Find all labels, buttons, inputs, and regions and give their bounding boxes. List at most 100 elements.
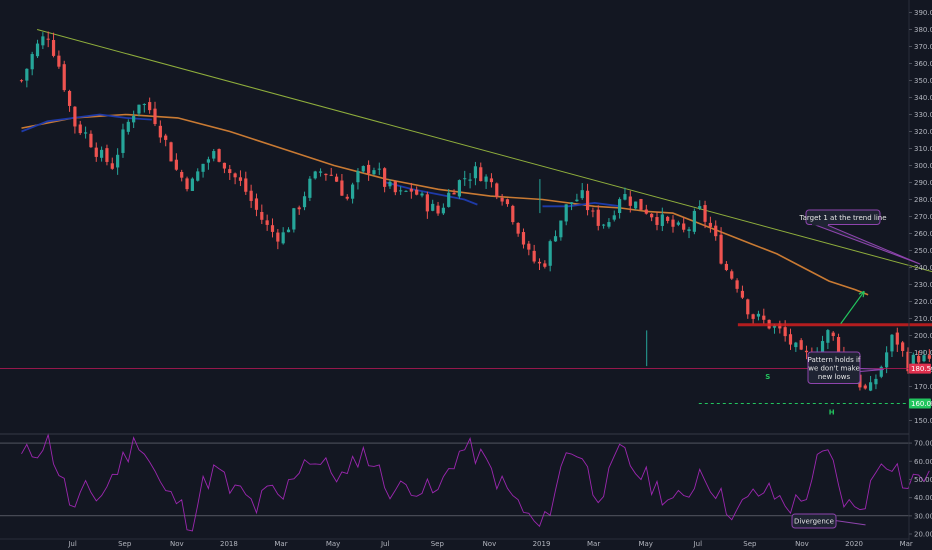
candle-body [94,147,98,157]
candle-body [270,225,275,232]
price-chart-pane[interactable] [0,29,932,404]
candle-body [51,40,56,56]
candle-body [324,173,328,176]
annotation-callout[interactable]: Divergence [791,513,837,529]
candle-body [585,190,590,211]
candle-body [601,224,606,226]
target-arrow[interactable] [840,290,865,324]
candle-body [244,178,248,192]
x-tick-label: Nov [795,540,809,548]
candle-body [281,232,285,244]
candle-body [650,213,654,218]
candle-body [735,280,739,289]
candle-body [639,199,643,210]
callout-joint [812,223,828,226]
candle-body [698,206,702,209]
candle-body [895,332,899,345]
candle-body [489,178,494,183]
candle-body [148,102,152,111]
x-tick-label: Sep [431,540,445,548]
x-tick-label: Nov [483,540,497,548]
x-tick-label: May [326,540,340,548]
y-tick-label: 380.00 [914,26,932,34]
candle-body [185,178,189,190]
candle-body [30,54,34,70]
candle-body [222,162,227,169]
candle-body [580,190,584,199]
candle-body [110,163,114,169]
y-tick-label: 320.00 [914,128,932,136]
callout-text: Target 1 at the trend line [798,214,886,222]
candle-body [548,241,552,266]
candle-body [260,211,264,220]
candle-body [62,64,66,91]
candle-body [201,163,205,172]
candle-body [254,198,259,210]
candle-body [180,171,184,178]
pattern-label: H [829,409,835,417]
candle-body [468,179,472,181]
candle-body [137,104,141,114]
y-tick-label: 240.00 [914,264,932,272]
candle-body [415,189,419,195]
rsi-tick-label: 30.00 [914,512,932,520]
rsi-tick-label: 60.00 [914,458,932,466]
candle-body [836,337,841,353]
candle-body [350,184,355,199]
candle-body [676,222,680,225]
candle-body [831,332,835,337]
candle-body [591,210,595,212]
callout-text: we don't make [808,365,860,373]
candle-body [73,106,77,127]
resistance-zone[interactable] [737,323,932,327]
candle-body [158,125,162,138]
candle-body [447,192,451,207]
candle-body [265,220,269,225]
callout-box [805,209,881,225]
candle-body [511,205,515,223]
candle-body [788,334,793,345]
candle-body [543,263,547,267]
candle-body [57,55,61,67]
candle-body [820,341,825,354]
candle-body [751,314,755,319]
annotation-callout[interactable]: Target 1 at the trend line [798,209,921,265]
callout-text: Pattern holds if [808,356,861,364]
candle-body [671,219,675,227]
candle-body [746,299,750,315]
candle-body [404,190,408,192]
rsi-indicator-pane[interactable] [0,432,930,532]
candle-body [399,190,403,192]
x-tick-label: Sep [743,540,757,548]
candle-body [794,342,798,348]
y-tick-label: 390.00 [914,9,932,17]
candle-body [67,90,72,106]
candle-body [367,164,371,174]
y-tick-label: 300.00 [914,162,932,170]
x-tick-label: May [638,540,652,548]
candle-body [308,178,312,198]
y-tick-label: 150.00 [914,417,932,425]
trend-line[interactable] [36,29,932,282]
y-tick-label: 310.00 [914,145,932,153]
candle-body [532,250,536,262]
candle-body [452,192,456,195]
candle-body [516,222,520,234]
candle-body [505,199,510,205]
x-tick-label: 2018 [220,540,238,548]
x-tick-label: Mar [900,540,913,548]
x-tick-label: Mar [274,540,287,548]
candle-body [564,204,568,222]
candle-body [46,38,50,40]
candle-body [372,170,376,175]
candle-body [666,216,670,221]
candle-body [596,209,600,226]
candle-body [105,148,109,162]
x-tick-label: Sep [118,540,132,548]
candle-body [313,171,317,179]
candle-body [238,177,243,181]
candles[interactable] [19,31,931,392]
